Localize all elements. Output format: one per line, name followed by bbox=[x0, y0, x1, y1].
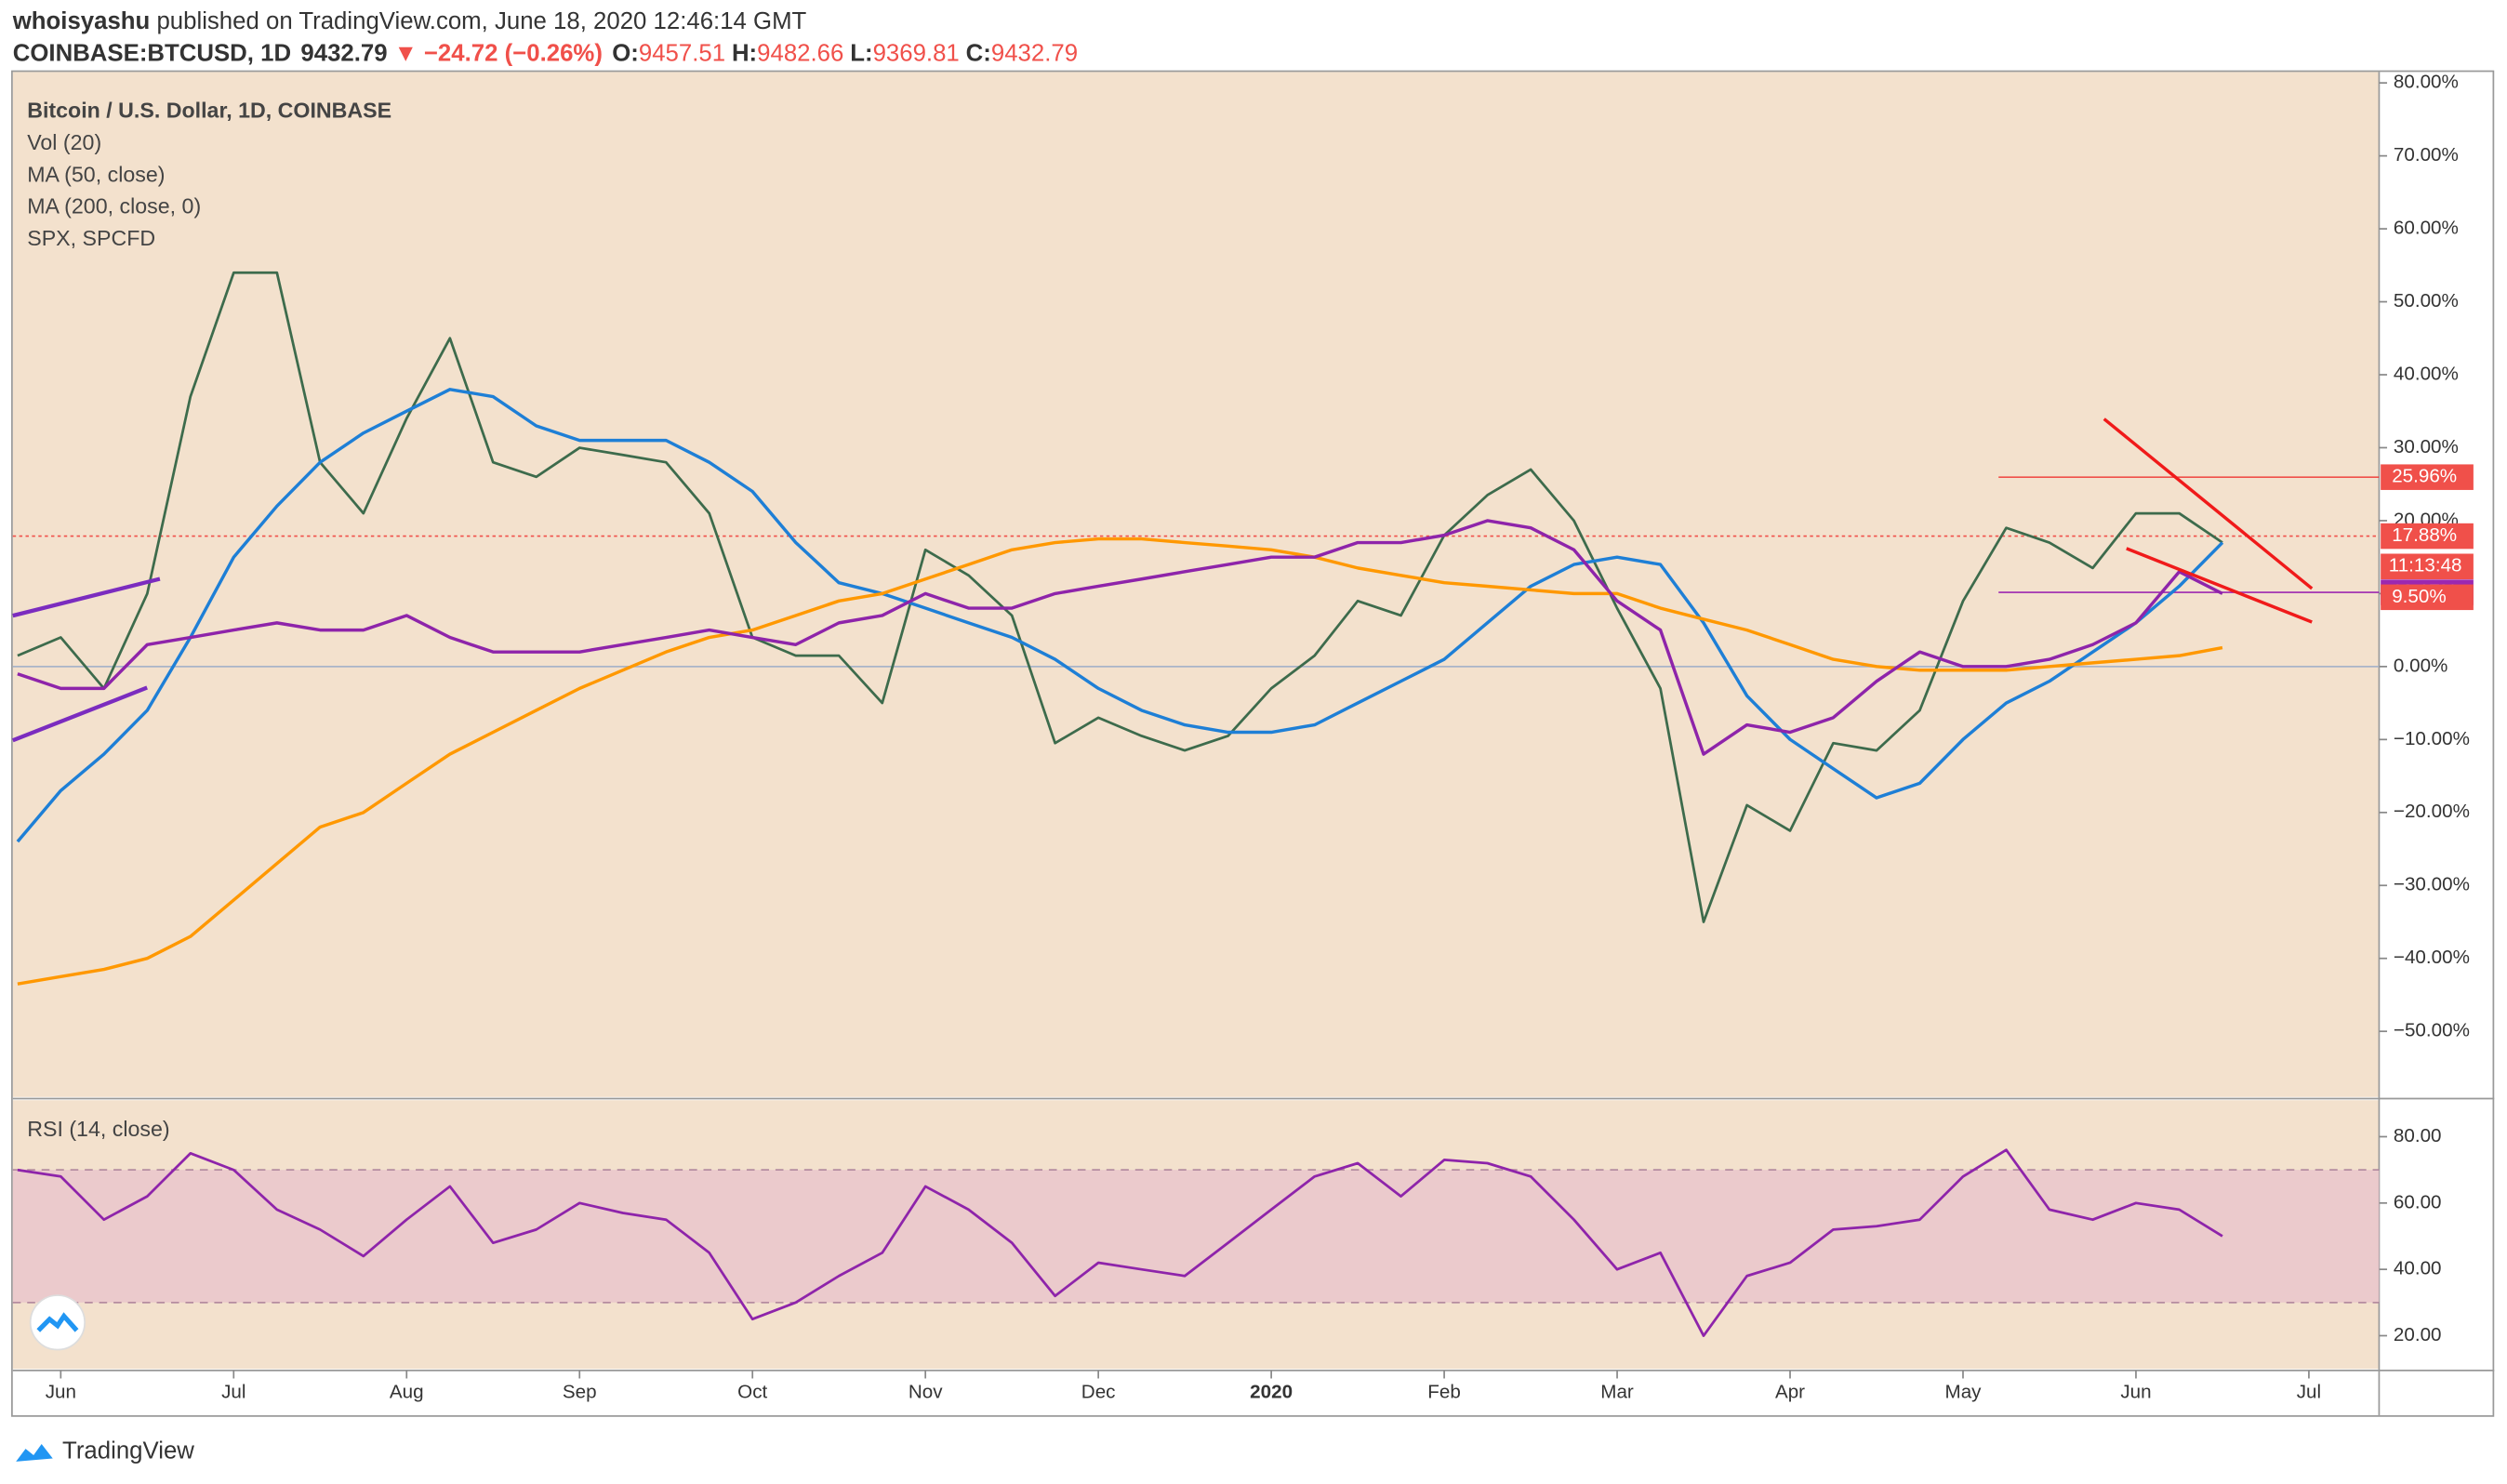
y-tick-label: −50.00% bbox=[2394, 1020, 2470, 1041]
y-tick-label: 40.00 bbox=[2394, 1258, 2442, 1279]
price-label: 17.88% bbox=[2392, 524, 2457, 546]
y-tick-label: 50.00% bbox=[2394, 290, 2459, 311]
x-tick-label: Nov bbox=[909, 1381, 943, 1402]
x-tick-label: Aug bbox=[390, 1381, 424, 1402]
published: published on TradingView.com, June 18, 2… bbox=[150, 8, 806, 34]
series-line bbox=[17, 271, 2223, 923]
trendline bbox=[12, 576, 161, 618]
series-line bbox=[17, 519, 2223, 756]
rsi-band bbox=[12, 1170, 2380, 1303]
legend-ma200: MA (200, close, 0) bbox=[27, 194, 201, 219]
legend-main: Bitcoin / U.S. Dollar, 1D, COINBASE bbox=[27, 99, 391, 123]
close-label: C: bbox=[966, 40, 991, 66]
countdown: 11:13:48 bbox=[2389, 555, 2462, 576]
x-tick-label: Jun bbox=[46, 1381, 76, 1402]
x-tick-label: Dec bbox=[1081, 1381, 1116, 1402]
y-tick-label: 80.00% bbox=[2394, 72, 2459, 93]
y-tick-label: 0.00% bbox=[2394, 655, 2447, 676]
legend-spx: SPX, SPCFD bbox=[27, 226, 155, 250]
x-tick-label: Apr bbox=[1775, 1381, 1805, 1402]
last: 9432.79 bbox=[300, 40, 387, 66]
close: 9432.79 bbox=[991, 40, 1078, 66]
x-tick-label: Feb bbox=[1427, 1381, 1461, 1402]
x-tick-label: Oct bbox=[737, 1381, 767, 1402]
low-label: L: bbox=[850, 40, 872, 66]
quote-line: COINBASE:BTCUSD, 1D 9432.79 ▼ −24.72 (−0.26… bbox=[13, 40, 1078, 66]
y-tick-label: 30.00% bbox=[2394, 436, 2459, 457]
x-tick-label: Jul bbox=[221, 1381, 245, 1402]
x-tick-label: May bbox=[1945, 1381, 1983, 1402]
price-label: 25.96% bbox=[2392, 466, 2457, 487]
legend-ma50: MA (50, close) bbox=[27, 162, 165, 186]
rsi-title: RSI (14, close) bbox=[27, 1117, 169, 1141]
trendline bbox=[2102, 417, 2314, 590]
main-pane bbox=[12, 72, 2380, 1097]
logo-icon bbox=[36, 1312, 79, 1332]
brand-icon bbox=[16, 1444, 53, 1462]
publish-line: whoisyashu published on TradingView.com,… bbox=[12, 8, 807, 34]
trendline bbox=[2126, 547, 2313, 624]
y-tick-label: 60.00 bbox=[2394, 1191, 2442, 1212]
y-tick-label: 70.00% bbox=[2394, 144, 2459, 166]
y-tick-label: 20.00 bbox=[2394, 1324, 2442, 1345]
x-tick-label: Mar bbox=[1600, 1381, 1634, 1402]
price-label-box bbox=[2381, 523, 2474, 550]
x-tick-label: Jul bbox=[2297, 1381, 2321, 1402]
trendline bbox=[11, 685, 148, 743]
high: 9482.66 bbox=[757, 40, 843, 66]
y-tick-label: −30.00% bbox=[2394, 874, 2470, 895]
frame bbox=[11, 70, 2495, 1417]
y-tick-label: 40.00% bbox=[2394, 363, 2459, 384]
legend-volume: Vol (20) bbox=[27, 130, 101, 154]
y-tick-label: −20.00% bbox=[2394, 801, 2470, 822]
low: 9369.81 bbox=[873, 40, 960, 66]
symbol: COINBASE:BTCUSD, 1D bbox=[13, 40, 291, 66]
main-chart: −50.00% −40.00% −30.00% −20.00% −10.00% 0.00%… bbox=[12, 72, 2474, 1041]
open-label: O: bbox=[612, 40, 639, 66]
high-label: H: bbox=[732, 40, 757, 66]
series-line bbox=[17, 537, 2223, 986]
open: 9457.51 bbox=[639, 40, 725, 66]
countdown-box bbox=[2381, 553, 2474, 580]
change: −24.72 (−0.26%) bbox=[424, 40, 603, 66]
series-line bbox=[17, 1148, 2223, 1337]
x-tick-label: Jun bbox=[2120, 1381, 2151, 1402]
series-line bbox=[16, 388, 2224, 843]
x-tick-label: 2020 bbox=[1250, 1381, 1293, 1402]
y-tick-label: 60.00% bbox=[2394, 218, 2459, 239]
price-label-box bbox=[2381, 464, 2474, 490]
rsi-chart: 20.00 40.00 60.00 80.00 bbox=[12, 1125, 2442, 1345]
y-tick-label: −40.00% bbox=[2394, 947, 2470, 968]
y-tick-label: −10.00% bbox=[2394, 728, 2470, 749]
y-tick-label: 80.00 bbox=[2394, 1125, 2442, 1146]
price-label-box bbox=[2381, 584, 2474, 611]
price-label: 9.50% bbox=[2392, 586, 2446, 607]
brand: TradingView bbox=[62, 1438, 194, 1464]
x-tick-label: Sep bbox=[563, 1381, 597, 1402]
arrow: ▼ bbox=[393, 40, 418, 66]
author: whoisyashu bbox=[12, 8, 151, 34]
